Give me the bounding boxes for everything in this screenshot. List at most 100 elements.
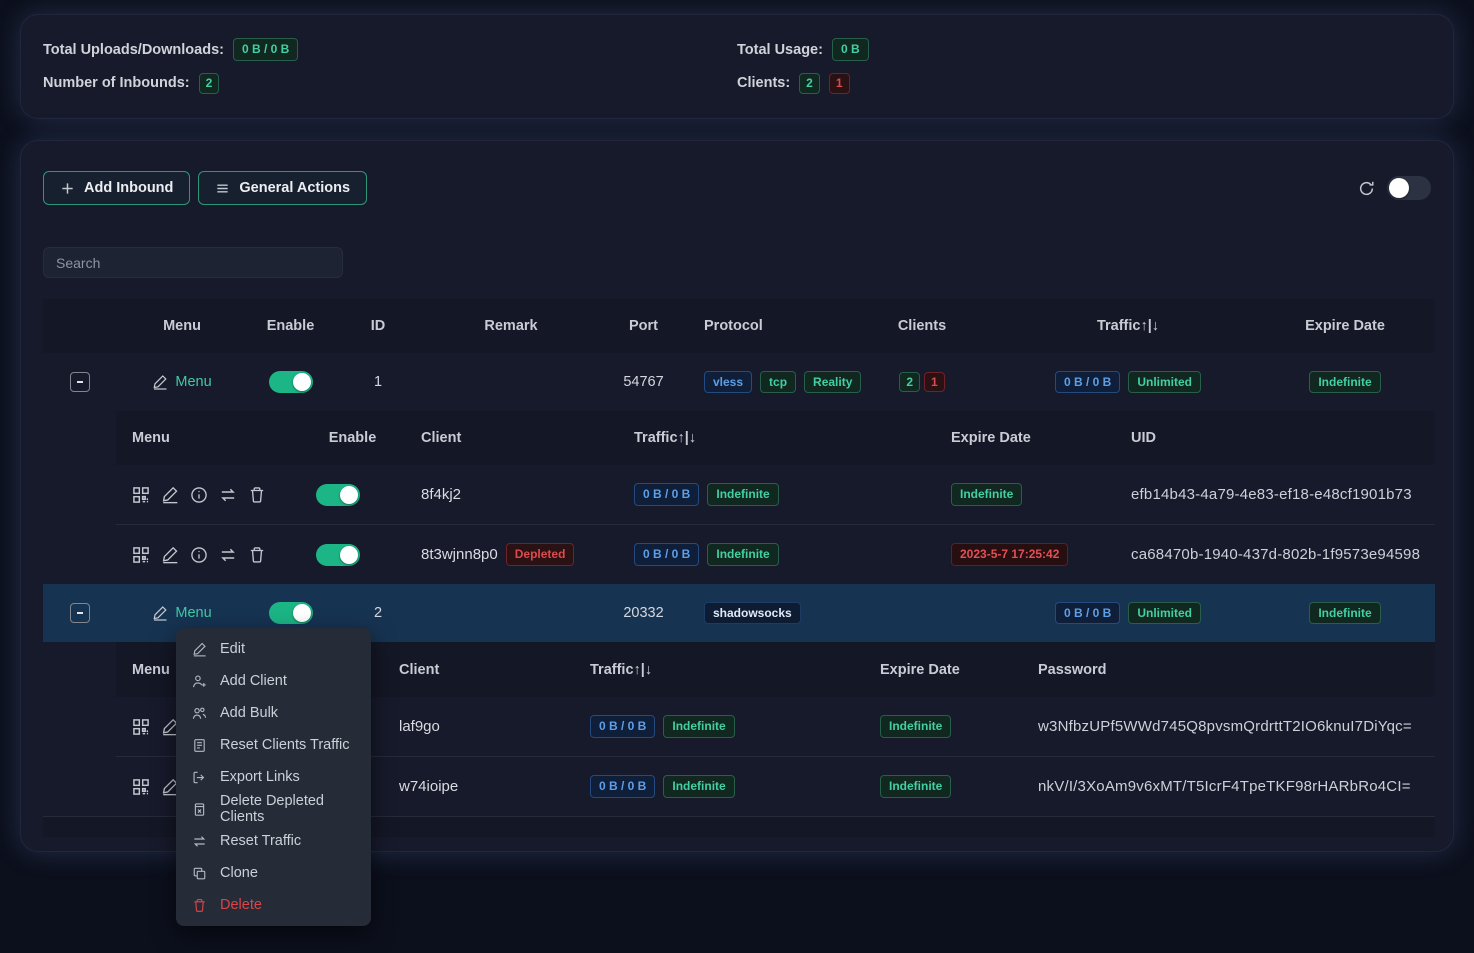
client-traffic-limit-badge: Indefinite [707,543,779,566]
protocol-badge-reality: Reality [804,370,862,394]
header-uid: UID [1131,430,1156,446]
delete-client-icon[interactable] [248,486,266,504]
inbound-port: 54767 [623,374,664,390]
clients-depleted-count-badge: 1 [924,371,945,393]
inbound-menu-link[interactable]: Menu [152,374,212,390]
reset-traffic-icon[interactable] [219,546,237,564]
general-actions-button[interactable]: General Actions [198,171,368,205]
add-inbound-label: Add Inbound [84,180,174,196]
qr-code-icon[interactable] [132,486,150,504]
header-traffic-sort[interactable]: Traffic↑|↓ [1096,318,1160,334]
header-protocol: Protocol [704,318,763,334]
stat-total-uploads-downloads: Total Uploads/Downloads: 0 B / 0 B [43,38,737,62]
protocol-badge-shadowsocks: shadowsocks [704,601,801,625]
clients-count-badge: 2 [899,371,920,393]
client-enable-toggle[interactable] [316,543,360,566]
usage-value-badge: 0 B [831,38,869,62]
trash-icon [192,898,207,913]
info-icon[interactable] [190,546,208,564]
menu-item-add-bulk[interactable]: Add Bulk [176,697,371,729]
search-input[interactable] [43,247,343,278]
xray-panel-inbounds-page: { "stats": { "uploads_label": "Total Upl… [0,14,1474,953]
client-traffic-badge: 0 B / 0 B [590,715,656,738]
expire-badge: Indefinite [1309,601,1381,625]
menu-item-delete-depleted-clients[interactable]: Delete Depleted Clients [176,793,371,825]
client-traffic-limit-badge: Indefinite [663,775,735,798]
edit-pencil-icon[interactable] [161,486,179,504]
inbounds-panel: Add Inbound General Actions Menu Enable … [20,140,1454,926]
expire-badge: Indefinite [1309,370,1381,394]
delete-client-icon[interactable] [248,546,266,564]
header-traffic-sort[interactable]: Traffic↑|↓ [634,430,697,446]
edit-pencil-icon[interactable] [161,718,179,736]
client-expire-badge: Indefinite [880,715,952,738]
menu-item-add-client[interactable]: Add Client [176,665,371,697]
inbound-enable-toggle[interactable] [268,602,313,624]
menu-item-clone[interactable]: Clone [176,857,371,889]
info-icon[interactable] [190,486,208,504]
collapse-row-button[interactable] [69,603,90,623]
menu-item-edit[interactable]: Edit [176,633,371,665]
inbounds-table: Menu Enable ID Remark Port Protocol Clie… [43,299,1435,837]
client-expire-badge: Indefinite [951,483,1023,506]
client-row-8f4kj2: 8f4kj2 0 B / 0 B Indefinite Indefinite e… [116,465,1435,525]
menu-item-reset-traffic[interactable]: Reset Traffic [176,825,371,857]
hamburger-icon [215,181,230,196]
inbounds-label: Number of Inbounds: [43,75,190,92]
general-actions-label: General Actions [239,180,351,196]
traffic-limit-badge: Unlimited [1128,601,1202,625]
toolbar: Add Inbound General Actions [43,171,1431,205]
header-password: Password [1038,661,1107,678]
export-icon [192,770,207,785]
header-expire-date: Expire Date [1305,318,1385,334]
client-traffic-badge: 0 B / 0 B [590,775,656,798]
add-inbound-button[interactable]: Add Inbound [43,171,191,205]
client-traffic-badge: 0 B / 0 B [634,483,700,506]
edit-pencil-icon[interactable] [161,546,179,564]
qr-code-icon[interactable] [132,718,150,736]
refresh-icon[interactable] [1358,180,1375,197]
menu-item-export-links[interactable]: Export Links [176,761,371,793]
header-clients: Clients [897,318,947,334]
inbound-row-1[interactable]: Menu 1 54767 vless tcp Reality 2 1 0 B /… [43,353,1435,411]
uploads-label: Total Uploads/Downloads: [43,41,224,58]
usage-label: Total Usage: [737,41,823,58]
reset-traffic-icon[interactable] [219,486,237,504]
client-password: nkV/I/3XoAm9v6xMT/T5IcrF4TpeTKF98rHARbRo… [1038,778,1411,795]
stats-panel: Total Uploads/Downloads: 0 B / 0 B Total… [20,14,1454,119]
menu-item-delete[interactable]: Delete [176,889,371,921]
header-menu: Menu [163,318,201,334]
toggle-knob [1389,178,1409,198]
client-traffic-limit-badge: Indefinite [707,483,779,506]
inbound-menu-link[interactable]: Menu [152,605,212,621]
client-name: 8f4kj2 [421,486,462,503]
header-traffic-sort[interactable]: Traffic↑|↓ [590,661,653,678]
header-port: Port [629,318,658,334]
inbound-id: 1 [373,374,383,390]
client-enable-toggle[interactable] [316,483,360,506]
protocol-badge-tcp: tcp [760,370,797,394]
inbound-menu-label: Menu [175,374,212,390]
menu-item-reset-clients-traffic[interactable]: Reset Clients Traffic [176,729,371,761]
inbound-id: 2 [373,605,383,621]
client-uid: efb14b43-4a79-4e83-ef18-e48cf1901b73 [1131,486,1412,503]
qr-code-icon[interactable] [132,546,150,564]
clients-label: Clients: [737,75,791,92]
stat-number-of-inbounds: Number of Inbounds: 2 [43,72,737,94]
collapse-row-button[interactable] [69,372,90,392]
client-traffic-badge: 0 B / 0 B [634,543,700,566]
dark-mode-toggle[interactable] [1387,176,1431,200]
shadowsocks-clients-table: Menu Client Traffic↑|↓ Expire Date Passw… [116,642,1435,816]
edit-pencil-icon[interactable] [161,778,179,796]
header-menu: Menu [132,430,170,446]
header-client: Client [399,661,440,678]
client-password: w3NfbzUPf5WWd745Q8pvsmQrdrttT2IO6knuI7Di… [1038,718,1412,735]
client-row-laf9go: laf9go 0 B / 0 B Indefinite Indefinite w… [116,697,1435,757]
bin-icon [192,802,207,817]
client-name: 8t3wjnn8p0 [421,546,498,563]
qr-code-icon[interactable] [132,778,150,796]
inbound-enable-toggle[interactable] [268,371,313,393]
client-expire-badge: Indefinite [880,775,952,798]
client-traffic-limit-badge: Indefinite [663,715,735,738]
users-icon [192,706,207,721]
